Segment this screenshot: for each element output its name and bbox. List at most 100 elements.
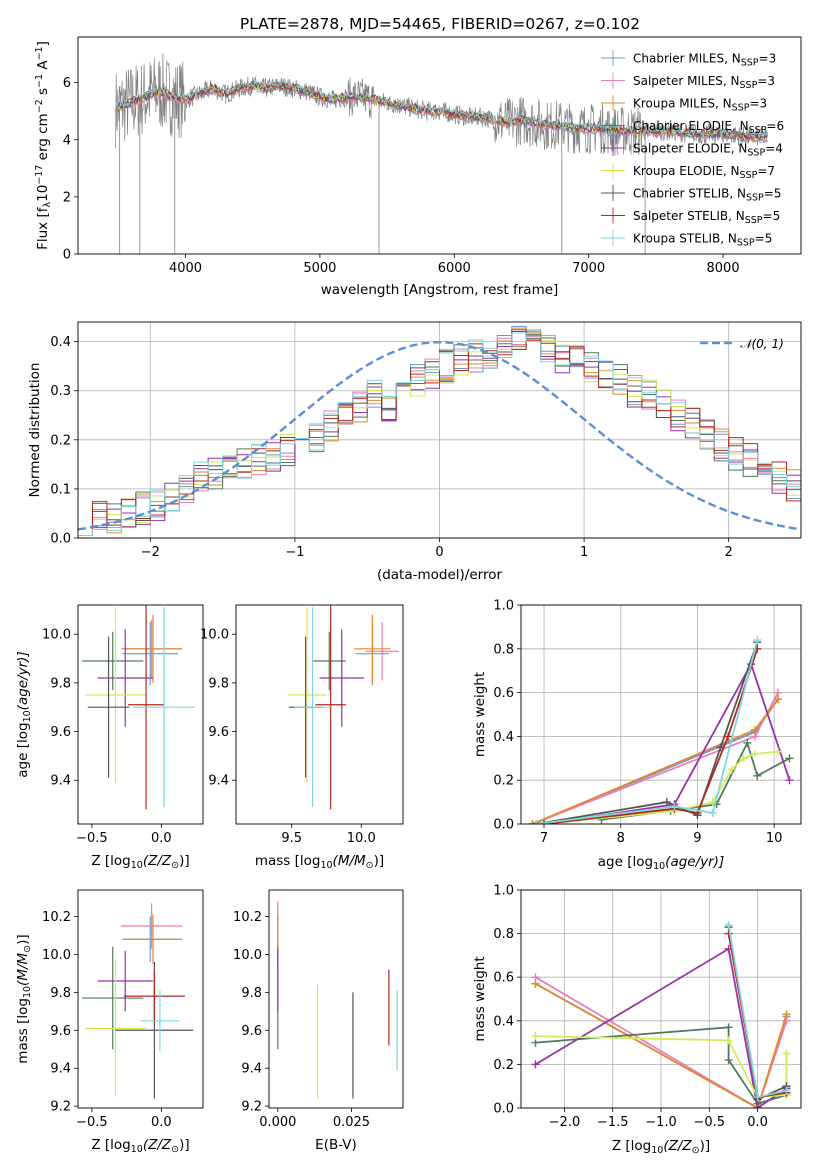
weight-vs-Z-ytick-label: 0.0 <box>493 1102 514 1117</box>
weight-vs-Z-xtick-label: −0.5 <box>693 1115 725 1130</box>
mass-vs-EBV-ytick-label: 9.2 <box>241 1100 262 1115</box>
mass-vs-Z-axes: −0.5 0.09.29.49.69.810.010.2Z [log10(Z/Z⊙… <box>15 889 204 1155</box>
mass-vs-Z-ytick-label: 9.6 <box>50 1024 71 1039</box>
legend-label: Salpeter ELODIE, NSSP=4 <box>633 142 783 159</box>
residuals-ytick-label: 0.0 <box>50 532 71 547</box>
mass-vs-Z-xlabel-part: (Z/Z <box>143 1137 172 1153</box>
spectrum-xlabel: wavelength [Angstrom, rest frame] <box>321 282 559 298</box>
age-vs-Z-xlabel-part: (Z/Z <box>143 853 172 869</box>
spectrum-xtick-label: 5000 <box>303 261 336 276</box>
weight-point-marker <box>753 771 762 780</box>
residuals-ytick-label: 0.3 <box>50 384 71 399</box>
mass-vs-Z-xlabel-part: 10 <box>131 1144 143 1155</box>
weight-series-line <box>543 750 779 824</box>
legend-label: Salpeter MILES, NSSP=3 <box>633 74 775 91</box>
mass-vs-Z-ylabel-part: mass [log <box>15 998 31 1064</box>
age-vs-mass-plot-area <box>287 605 399 810</box>
legend-label-part: =5 <box>763 209 781 223</box>
mass-vs-EBV-xlabel: E(B-V) <box>315 1137 357 1153</box>
weight-point-marker <box>532 820 541 824</box>
legend-label: Chabrier MILES, NSSP=3 <box>633 52 776 69</box>
legend-label-part: SSP <box>741 58 759 69</box>
age-vs-mass-xtick-label: 9.5 <box>281 831 302 846</box>
legend-label-part: Chabrier ELODIE, N <box>633 119 749 133</box>
legend-label: Chabrier STELIB, NSSP=5 <box>633 187 781 204</box>
age-vs-Z-xlabel-part: ⊙ <box>171 860 179 871</box>
mass-vs-Z-ytick-label: 9.8 <box>50 986 71 1001</box>
histogram-step-line <box>78 339 801 538</box>
spectrum-ylabel: Flux [fλ10−17 erg cm−2 s−1 A−1] <box>34 41 53 250</box>
age-vs-mass-ytick-label: 9.4 <box>208 774 229 789</box>
figure-title: PLATE=2878, MJD=54465, FIBERID=0267, z=0… <box>240 15 640 33</box>
mass-vs-Z-xlabel-part: ⊙ <box>171 1144 179 1155</box>
weight-series-line <box>536 641 759 824</box>
age-vs-mass-xlabel-part: ⊙ <box>366 860 374 871</box>
weight-point-marker <box>662 798 671 807</box>
weight-vs-age-xtick-label: 7 <box>540 831 548 846</box>
spectrum-model-line <box>115 79 768 139</box>
mass-vs-Z-ytick-label: 10.2 <box>42 910 71 925</box>
weight-series-line <box>535 947 788 1108</box>
residuals-xlabel: (data-model)/error <box>377 567 503 583</box>
age-vs-mass-axes: 9.5 10.0 9.4 9.6 9.8 10.0 mass [log10(M/M⊙)] <box>200 604 404 871</box>
mass-vs-Z-frame <box>77 889 204 1109</box>
age-vs-mass-xlabel-part: mass [log <box>255 853 321 869</box>
age-vs-Z-ylabel-part: (age/yr)] <box>15 651 31 710</box>
legend-label-part: =3 <box>749 97 767 111</box>
mass-vs-Z-ylabel-part: 10 <box>22 986 33 998</box>
weight-point-marker <box>782 1049 791 1058</box>
weight-point-marker <box>724 1023 733 1032</box>
mass-vs-Z-ytick-label: 9.4 <box>50 1062 71 1077</box>
weight-point-marker <box>785 776 794 785</box>
weight-point-marker <box>782 1086 791 1095</box>
weight-point-marker <box>782 1010 791 1019</box>
spectrum-ylabel-part: −2 <box>34 99 45 113</box>
spectrum-ylabel-part: ] <box>35 41 51 46</box>
legend-label: Salpeter STELIB, NSSP=5 <box>633 209 780 226</box>
mass-vs-Z-ylabel-part: )] <box>15 934 31 945</box>
mass-vs-EBV-ytick-label: 9.6 <box>241 1024 262 1039</box>
histogram-step-line <box>78 336 801 538</box>
spectrum-ylabel-part: A <box>35 60 51 74</box>
residuals-ytick-label: 0.1 <box>50 482 71 497</box>
weight-point-marker <box>743 738 752 747</box>
weight-vs-Z-xlabel-part: )] <box>700 1138 711 1154</box>
weight-vs-age-xtick-label: 9 <box>693 831 701 846</box>
weight-vs-age-ytick-label: 0.4 <box>493 730 514 745</box>
spectrum-ytick-label: 0 <box>63 248 71 263</box>
gaussian-curve <box>78 340 801 531</box>
legend-label-part: =4 <box>765 142 783 156</box>
weight-vs-Z-ytick-label: 0.2 <box>493 1058 514 1073</box>
weight-vs-age-ytick-label: 0.8 <box>493 642 514 657</box>
spectrum-xtick-label: 8000 <box>707 261 740 276</box>
legend-label-part: SSP <box>745 215 763 226</box>
legend-label: Kroupa STELIB, NSSP=5 <box>633 232 772 249</box>
mass-vs-Z-xtick-label: 0.0 <box>151 1115 172 1130</box>
weight-point-marker <box>724 929 733 938</box>
weight-point-marker <box>750 749 759 758</box>
legend-label: Kroupa ELODIE, NSSP=7 <box>633 164 775 181</box>
mass-vs-EBV-frame <box>268 889 404 1109</box>
mass-vs-Z-xlabel-part: Z [log <box>91 1137 130 1153</box>
legend-label-part: SSP <box>732 103 750 114</box>
weight-vs-Z-xlabel: Z [log10(Z/Z⊙)] <box>612 1138 710 1156</box>
weight-vs-Z-ytick-label: 0.6 <box>493 971 514 986</box>
residuals-plot-area <box>78 325 801 538</box>
weight-point-marker <box>531 1060 540 1069</box>
residuals-ytick-label: 0.2 <box>50 433 71 448</box>
legend-label-part: SSP <box>749 125 767 136</box>
residuals-xtick-label: 0 <box>435 545 443 560</box>
legend-label-part: Kroupa ELODIE, N <box>633 164 740 178</box>
age-vs-Z-ylabel-part: 10 <box>22 710 33 722</box>
legend-label-part: =5 <box>755 232 773 246</box>
spectrum-ytick-label: 6 <box>63 76 71 91</box>
spectrum-ylabel-part: −1 <box>34 46 45 60</box>
residuals-xtick-label: −1 <box>285 545 304 560</box>
mass-vs-EBV-ytick-label: 10.2 <box>233 910 262 925</box>
age-vs-Z-axes: −0.5 0.09.49.69.810.0Z [log10(Z/Z⊙)]age [… <box>15 604 204 871</box>
spectrum-ylabel-part: 10 <box>35 185 51 202</box>
weight-point-marker <box>531 1032 540 1041</box>
mass-vs-Z-xlabel-part: )] <box>179 1137 190 1153</box>
weight-vs-Z-ytick-label: 0.4 <box>493 1014 514 1029</box>
